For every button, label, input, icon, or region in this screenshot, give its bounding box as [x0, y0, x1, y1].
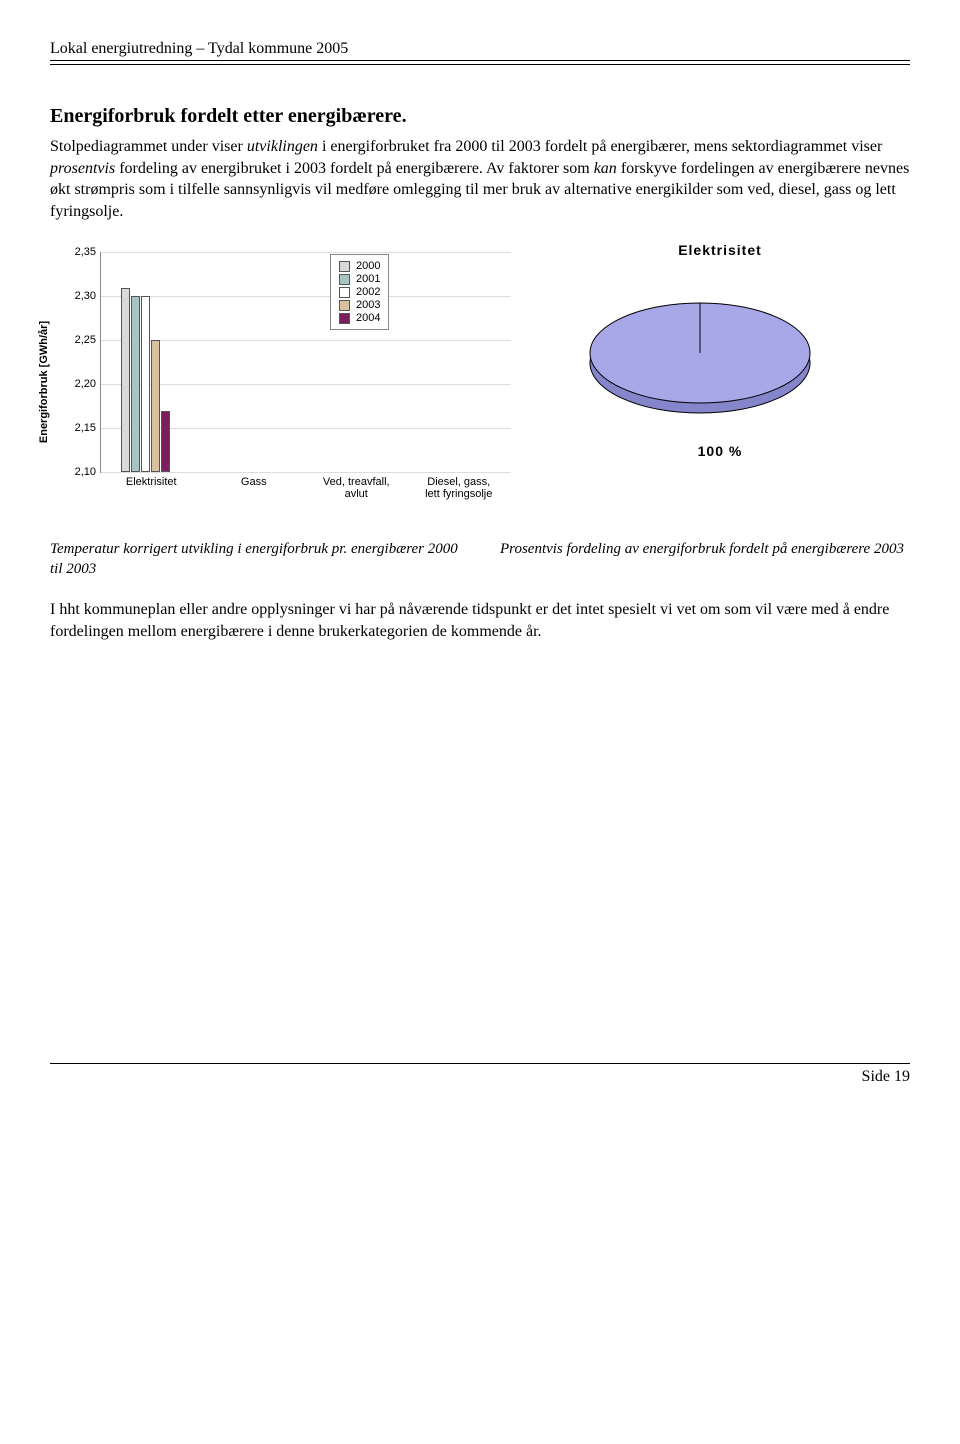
- gridline: [101, 384, 511, 385]
- p1-text3: fordeling av energibruket i 2003 fordelt…: [115, 160, 594, 177]
- legend-label: 2003: [356, 299, 380, 311]
- x-tick-label: Ved, treavfall, avlut: [316, 476, 396, 500]
- x-tick-label: Elektrisitet: [111, 476, 191, 488]
- legend-swatch: [339, 274, 350, 285]
- pie-caption: 100 %: [570, 443, 870, 459]
- p1-em2: prosentvis: [50, 160, 115, 177]
- paragraph-2: I hht kommuneplan eller andre opplysning…: [50, 599, 910, 642]
- document-header: Lokal energiutredning – Tydal kommune 20…: [50, 40, 910, 58]
- legend-label: 2004: [356, 312, 380, 324]
- pie-svg: [570, 288, 830, 428]
- p1-em1: utviklingen: [247, 138, 318, 155]
- bar: [131, 296, 140, 472]
- bar: [121, 288, 130, 473]
- legend-swatch: [339, 300, 350, 311]
- captions-row: Temperatur korrigert utvikling i energif…: [50, 540, 910, 579]
- pie-chart: Elektrisitet 100 %: [570, 242, 870, 459]
- y-axis-label: Energiforbruk [GWh/år]: [38, 321, 50, 443]
- paragraph-1: Stolpediagrammet under viser utviklingen…: [50, 136, 910, 222]
- p1-em3: kan: [594, 160, 617, 177]
- bar: [161, 411, 170, 473]
- caption-left: Temperatur korrigert utvikling i energif…: [50, 540, 460, 579]
- p1-text2: i energiforbruket fra 2000 til 2003 ford…: [318, 138, 882, 155]
- x-tick-label: Diesel, gass, lett fyringsolje: [419, 476, 499, 500]
- y-tick-label: 2,10: [68, 466, 96, 478]
- legend-label: 2001: [356, 273, 380, 285]
- gridline: [101, 252, 511, 253]
- legend-label: 2000: [356, 260, 380, 272]
- page-footer: Side 19: [50, 1068, 910, 1086]
- y-tick-label: 2,20: [68, 378, 96, 390]
- y-tick-label: 2,35: [68, 246, 96, 258]
- charts-row: Energiforbruk [GWh/år] 2,102,152,202,252…: [50, 242, 910, 522]
- bar: [151, 340, 160, 472]
- section-title: Energiforbruk fordelt etter energibærere…: [50, 105, 910, 128]
- legend-label: 2002: [356, 286, 380, 298]
- x-tick-label: Gass: [214, 476, 294, 488]
- plot-area: [100, 252, 511, 473]
- legend-row: 2004: [339, 312, 380, 324]
- y-tick-label: 2,25: [68, 334, 96, 346]
- gridline: [101, 472, 511, 473]
- legend-swatch: [339, 261, 350, 272]
- legend-row: 2002: [339, 286, 380, 298]
- chart-legend: 20002001200220032004: [330, 254, 389, 330]
- legend-row: 2003: [339, 299, 380, 311]
- caption-right: Prosentvis fordeling av energiforbruk fo…: [500, 540, 910, 579]
- y-tick-label: 2,15: [68, 422, 96, 434]
- gridline: [101, 340, 511, 341]
- bar: [141, 296, 150, 472]
- y-tick-label: 2,30: [68, 290, 96, 302]
- pie-title: Elektrisitet: [570, 242, 870, 258]
- header-divider: [50, 60, 910, 65]
- legend-swatch: [339, 287, 350, 298]
- legend-row: 2001: [339, 273, 380, 285]
- footer-divider: [50, 1063, 910, 1064]
- legend-swatch: [339, 313, 350, 324]
- p1-text: Stolpediagrammet under viser: [50, 138, 247, 155]
- gridline: [101, 296, 511, 297]
- bar-chart: Energiforbruk [GWh/år] 2,102,152,202,252…: [50, 242, 530, 522]
- legend-row: 2000: [339, 260, 380, 272]
